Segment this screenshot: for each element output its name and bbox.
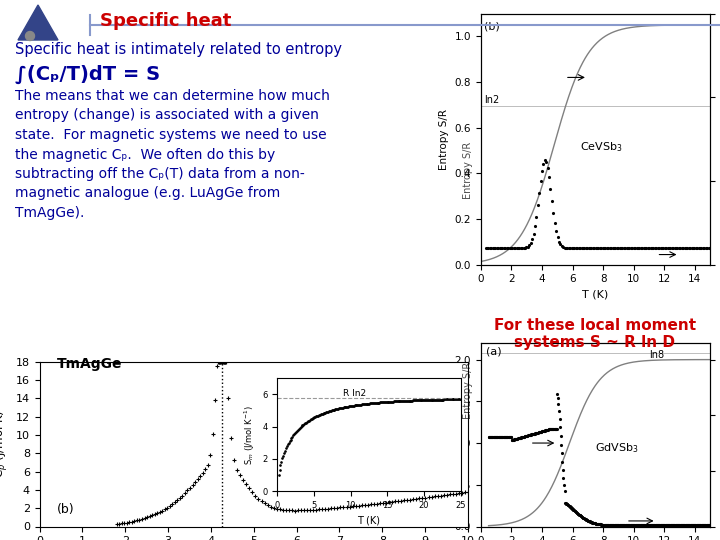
Y-axis label: C$_p$ (J/mol$\cdot$K): C$_p$ (J/mol$\cdot$K) [0, 410, 10, 478]
X-axis label: T (K): T (K) [358, 516, 380, 525]
Text: ∫(Cₚ/T)dT = S: ∫(Cₚ/T)dT = S [15, 65, 160, 84]
X-axis label: T (K): T (K) [582, 290, 608, 300]
Text: For these local moment: For these local moment [494, 318, 696, 333]
Text: (b): (b) [57, 503, 74, 516]
Text: state.  For magnetic systems we need to use: state. For magnetic systems we need to u… [15, 128, 327, 142]
Text: Specific heat: Specific heat [100, 12, 231, 30]
Text: Entropy S/R: Entropy S/R [463, 361, 473, 419]
Polygon shape [18, 5, 58, 40]
Text: (b): (b) [484, 22, 500, 31]
Text: subtracting off the Cₚ(T) data from a non-: subtracting off the Cₚ(T) data from a no… [15, 167, 305, 181]
Text: R ln2: R ln2 [343, 389, 366, 398]
Text: (a): (a) [485, 347, 501, 356]
Circle shape [25, 31, 35, 40]
Text: Entropy S/R: Entropy S/R [463, 141, 473, 199]
Text: TmAgGe).: TmAgGe). [15, 206, 84, 220]
Y-axis label: S$_m$ (J/mol K$^{-1}$): S$_m$ (J/mol K$^{-1}$) [242, 405, 256, 464]
Text: Specific heat is intimately related to entropy: Specific heat is intimately related to e… [15, 42, 342, 57]
Text: TmAgGe: TmAgGe [57, 357, 122, 371]
Text: the magnetic Cₚ.  We often do this by: the magnetic Cₚ. We often do this by [15, 147, 275, 161]
Text: CeVSb$_3$: CeVSb$_3$ [580, 140, 623, 154]
Text: The means that we can determine how much: The means that we can determine how much [15, 89, 330, 103]
Text: systems S ~ R ln D: systems S ~ R ln D [515, 334, 675, 349]
Text: GdVSb$_3$: GdVSb$_3$ [595, 441, 639, 455]
Text: magnetic analogue (e.g. LuAgGe from: magnetic analogue (e.g. LuAgGe from [15, 186, 280, 200]
Y-axis label: Entropy S/R: Entropy S/R [439, 109, 449, 170]
Y-axis label: Entropy S/R: Entropy S/R [439, 404, 449, 465]
Text: ln8: ln8 [649, 350, 664, 360]
Text: entropy (change) is associated with a given: entropy (change) is associated with a gi… [15, 109, 319, 123]
Text: ln2: ln2 [484, 94, 499, 105]
